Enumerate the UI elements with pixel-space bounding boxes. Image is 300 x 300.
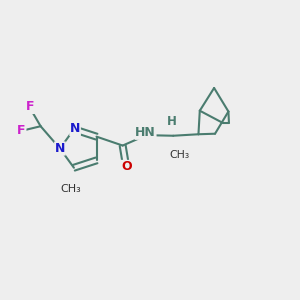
Text: HN: HN — [135, 126, 156, 139]
Text: F: F — [26, 100, 34, 113]
Text: O: O — [121, 160, 131, 173]
Text: F: F — [17, 124, 26, 137]
Text: CH₃: CH₃ — [170, 150, 190, 160]
Text: CH₃: CH₃ — [61, 184, 81, 194]
Text: H: H — [167, 115, 177, 128]
Text: N: N — [70, 122, 80, 136]
Text: N: N — [55, 142, 65, 155]
